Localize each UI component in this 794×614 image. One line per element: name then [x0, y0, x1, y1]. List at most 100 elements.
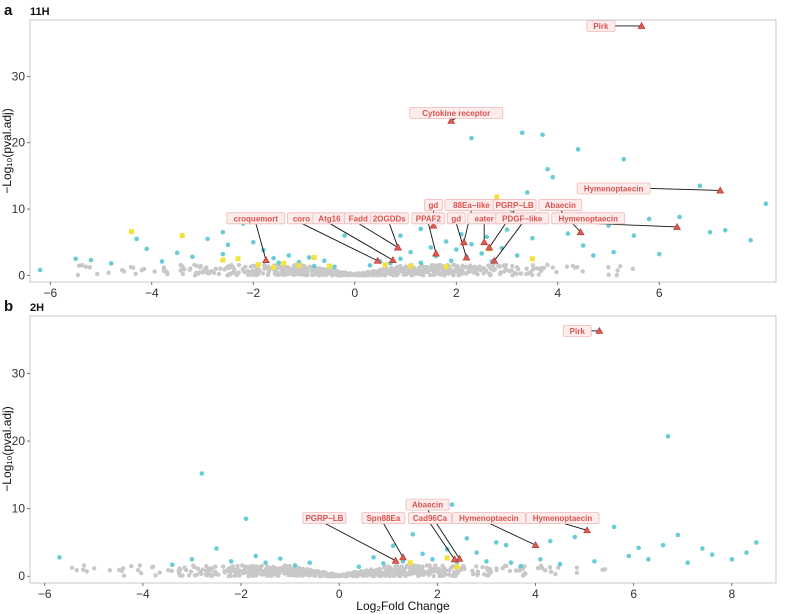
significant-point	[307, 560, 313, 566]
nonsig-point	[433, 565, 438, 570]
immune-point	[382, 262, 388, 268]
nonsig-point	[276, 570, 281, 576]
nonsig-point	[492, 266, 498, 272]
nonsig-point	[630, 266, 636, 272]
y-tick-label: 10	[12, 502, 26, 516]
nonsig-point	[121, 269, 127, 274]
gene-label: Pirk	[570, 327, 586, 336]
nonsig-point	[188, 569, 194, 574]
nonsig-point	[536, 272, 542, 277]
significant-point	[545, 166, 550, 172]
nonsig-point	[312, 571, 317, 577]
significant-point	[754, 540, 759, 545]
nonsig-point	[538, 563, 544, 569]
significant-point	[220, 251, 226, 257]
leader-line	[329, 222, 394, 261]
significant-point	[322, 258, 327, 264]
nonsig-point	[403, 573, 408, 579]
significant-point	[199, 471, 205, 476]
nonsig-point	[232, 267, 237, 272]
nonsig-point	[487, 271, 492, 276]
nonsig-point	[343, 271, 348, 276]
nonsig-point	[480, 565, 485, 570]
nonsig-point	[426, 572, 431, 578]
nonsig-point	[300, 269, 306, 274]
leader-lines-b	[324, 330, 600, 562]
immune-point	[296, 262, 302, 268]
nonsig-point	[550, 265, 555, 270]
significant-point	[514, 253, 520, 258]
nonsig-point	[121, 573, 127, 578]
significant-point	[656, 251, 662, 257]
nonsig-point	[226, 566, 232, 571]
immune-point	[220, 257, 226, 263]
immune-points-a	[128, 194, 535, 270]
significant-point	[443, 239, 449, 244]
gene-label: coro	[293, 214, 310, 223]
nonsig-point	[437, 566, 442, 572]
significant-point	[722, 227, 728, 233]
panel-title-2h: 2H	[30, 302, 44, 314]
nonsig-point	[535, 565, 541, 571]
nonsig-point	[308, 567, 314, 573]
nonsig-point	[195, 566, 201, 571]
gene-label: Hymenoptaecin	[533, 514, 593, 523]
nonsig-point	[507, 568, 513, 574]
significant-point	[729, 557, 735, 562]
nonsig-point	[400, 266, 406, 271]
nonsig-point	[237, 568, 242, 574]
gene-label: croquemort	[234, 214, 279, 223]
nonsig-point	[333, 271, 338, 276]
nonsig-point	[440, 573, 446, 579]
nonsignificant-cloud-b	[69, 563, 608, 579]
significant-point	[550, 174, 556, 180]
nonsig-point	[178, 567, 183, 573]
highlight-marker	[637, 21, 646, 29]
nonsig-point	[497, 271, 503, 277]
significant-point	[276, 260, 281, 266]
x-tick-label: 0	[336, 587, 343, 601]
significant-point	[228, 559, 234, 564]
nonsig-point	[191, 563, 196, 568]
immune-point	[311, 254, 317, 260]
nonsig-point	[431, 573, 436, 579]
nonsig-point	[157, 570, 162, 575]
gene-label: gd	[429, 201, 439, 210]
nonsig-point	[393, 572, 399, 577]
leader-line	[493, 223, 523, 262]
nonsig-point	[353, 573, 358, 578]
gene-label: PPAF2	[416, 214, 442, 223]
leader-line	[324, 522, 396, 562]
nonsig-point	[149, 565, 155, 570]
nonsig-point	[541, 265, 547, 271]
nonsig-point	[198, 263, 204, 269]
significant-point	[453, 247, 459, 252]
nonsig-point	[232, 573, 238, 578]
nonsig-point	[278, 264, 284, 270]
nonsig-point	[81, 563, 87, 568]
highlight-marker	[595, 326, 604, 334]
nonsig-point	[180, 264, 185, 269]
significant-point	[580, 243, 586, 248]
nonsig-point	[320, 573, 326, 578]
nonsig-point	[545, 262, 550, 268]
nonsig-point	[200, 567, 205, 572]
gene-label-box	[302, 512, 347, 525]
nonsig-point	[128, 264, 134, 270]
panel-2h: b 2H 0 10 20 30 −6 −4 −2 0 2 4 6 8 −Log₁₀(pval.adj…	[0, 298, 777, 613]
nonsig-point	[431, 271, 436, 277]
nonsig-point	[237, 573, 242, 578]
nonsig-point	[497, 264, 502, 269]
significant-point	[479, 251, 484, 256]
significant-point	[474, 550, 479, 555]
nonsig-point	[507, 268, 512, 274]
significant-point	[189, 557, 195, 562]
nonsig-point	[370, 273, 376, 278]
nonsig-point	[293, 272, 298, 277]
nonsig-point	[548, 569, 554, 574]
significant-point	[621, 156, 627, 162]
highlight-marker	[262, 256, 270, 264]
x-tick-label: 0	[351, 286, 358, 300]
gene-label: eater	[475, 214, 494, 223]
nonsig-point	[193, 270, 199, 275]
